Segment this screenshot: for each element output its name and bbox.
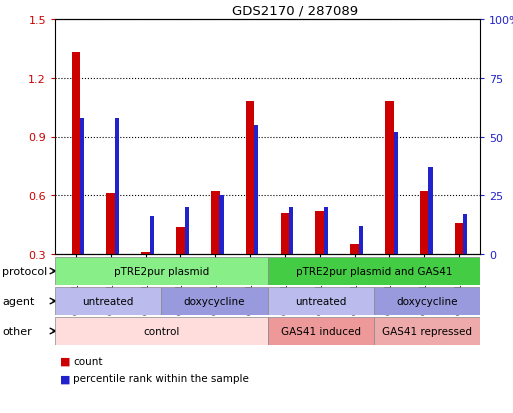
Text: doxycycline: doxycycline [184, 296, 245, 306]
Text: GAS41 repressed: GAS41 repressed [382, 326, 472, 336]
Bar [267, 317, 374, 345]
Bar [71, 53, 80, 313]
Bar [463, 214, 467, 313]
Text: percentile rank within the sample: percentile rank within the sample [73, 373, 249, 383]
Bar [393, 133, 398, 313]
Bar [176, 227, 185, 313]
Bar [420, 192, 429, 313]
Bar [455, 223, 463, 313]
Text: untreated: untreated [83, 296, 134, 306]
Text: GDS2170 / 287089: GDS2170 / 287089 [232, 5, 358, 18]
Bar [254, 126, 259, 313]
Text: doxycycline: doxycycline [396, 296, 458, 306]
Bar [267, 257, 480, 285]
Bar [55, 287, 161, 315]
Text: GAS41 induced: GAS41 induced [281, 326, 361, 336]
Text: count: count [73, 356, 103, 366]
Text: untreated: untreated [295, 296, 346, 306]
Text: pTRE2pur plasmid: pTRE2pur plasmid [113, 266, 209, 276]
Bar [289, 207, 293, 313]
Bar [374, 317, 480, 345]
Text: pTRE2pur plasmid and GAS41: pTRE2pur plasmid and GAS41 [295, 266, 452, 276]
Bar [246, 102, 254, 313]
Bar [385, 102, 394, 313]
Text: control: control [143, 326, 180, 336]
Bar [220, 196, 224, 313]
Bar [350, 244, 359, 313]
Bar [359, 226, 363, 313]
Bar [324, 207, 328, 313]
Bar [106, 194, 115, 313]
Bar [115, 119, 119, 313]
Bar [281, 214, 289, 313]
Bar [428, 168, 432, 313]
Bar [161, 287, 267, 315]
Text: other: other [2, 326, 32, 336]
Bar [315, 211, 324, 313]
Bar [211, 192, 220, 313]
Text: agent: agent [2, 296, 34, 306]
Bar [55, 317, 267, 345]
Bar [141, 252, 150, 313]
Bar [80, 119, 84, 313]
Bar [374, 287, 480, 315]
Text: protocol: protocol [2, 266, 47, 276]
Bar [55, 257, 267, 285]
Text: ■: ■ [60, 373, 71, 383]
Bar [185, 207, 189, 313]
Bar [267, 287, 374, 315]
Bar [150, 217, 154, 313]
Text: ■: ■ [60, 356, 71, 366]
